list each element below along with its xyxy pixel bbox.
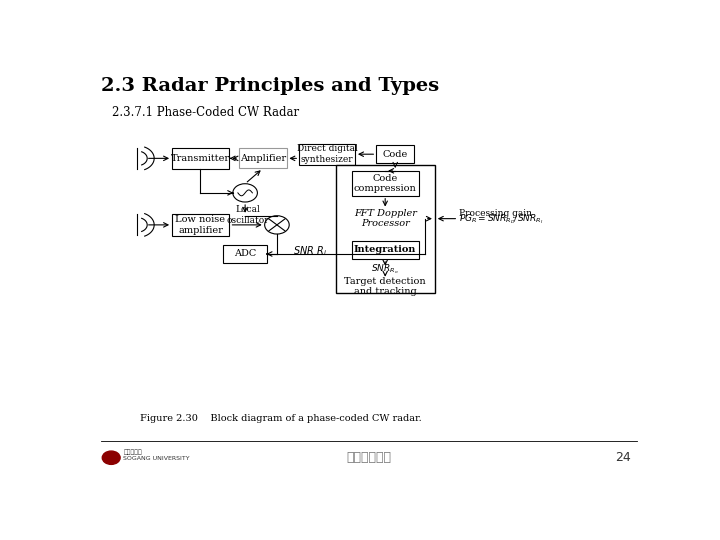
- Text: 2.3.7.1 Phase-Coded CW Radar: 2.3.7.1 Phase-Coded CW Radar: [112, 106, 300, 119]
- Text: 서강대학교
SOGANG UNIVERSITY: 서강대학교 SOGANG UNIVERSITY: [124, 449, 190, 461]
- Bar: [239, 148, 287, 168]
- Text: Code: Code: [382, 150, 408, 159]
- Text: Low noise
amplifier: Low noise amplifier: [176, 215, 225, 234]
- Text: S: S: [109, 453, 114, 462]
- Bar: [172, 214, 229, 235]
- Text: Figure 2.30    Block diagram of a phase-coded CW radar.: Figure 2.30 Block diagram of a phase-cod…: [140, 414, 422, 423]
- Text: ADC: ADC: [234, 249, 256, 259]
- Text: 24: 24: [616, 451, 631, 464]
- Text: $PG_R = SNR_{R_D}/SNR_{R_I}$: $PG_R = SNR_{R_D}/SNR_{R_I}$: [459, 213, 544, 226]
- Text: FFT Doppler
Processor: FFT Doppler Processor: [354, 209, 417, 228]
- Text: Processing gain: Processing gain: [459, 209, 532, 218]
- Text: Code
compression: Code compression: [354, 173, 417, 193]
- Bar: [336, 165, 435, 294]
- Text: 2.3 Radar Principles and Types: 2.3 Radar Principles and Types: [101, 77, 439, 95]
- Text: Local
oscillator: Local oscillator: [227, 205, 269, 225]
- Text: Integration: Integration: [354, 245, 416, 254]
- Text: Target detection
and tracking: Target detection and tracking: [344, 277, 426, 296]
- Text: $SNR_{R_o}$: $SNR_{R_o}$: [372, 262, 399, 276]
- Bar: [172, 147, 229, 169]
- Circle shape: [102, 451, 120, 464]
- Text: Amplifier: Amplifier: [240, 154, 286, 163]
- Bar: [377, 145, 414, 163]
- Bar: [351, 241, 418, 259]
- Text: $SNR\ R_i$: $SNR\ R_i$: [293, 244, 328, 258]
- Bar: [223, 245, 267, 263]
- Text: 전자파연구실: 전자파연구실: [346, 451, 392, 464]
- Bar: [300, 144, 355, 165]
- Text: Transmitter: Transmitter: [171, 154, 230, 163]
- Text: Direct digital
synthesizer: Direct digital synthesizer: [297, 145, 358, 164]
- Bar: [351, 171, 418, 196]
